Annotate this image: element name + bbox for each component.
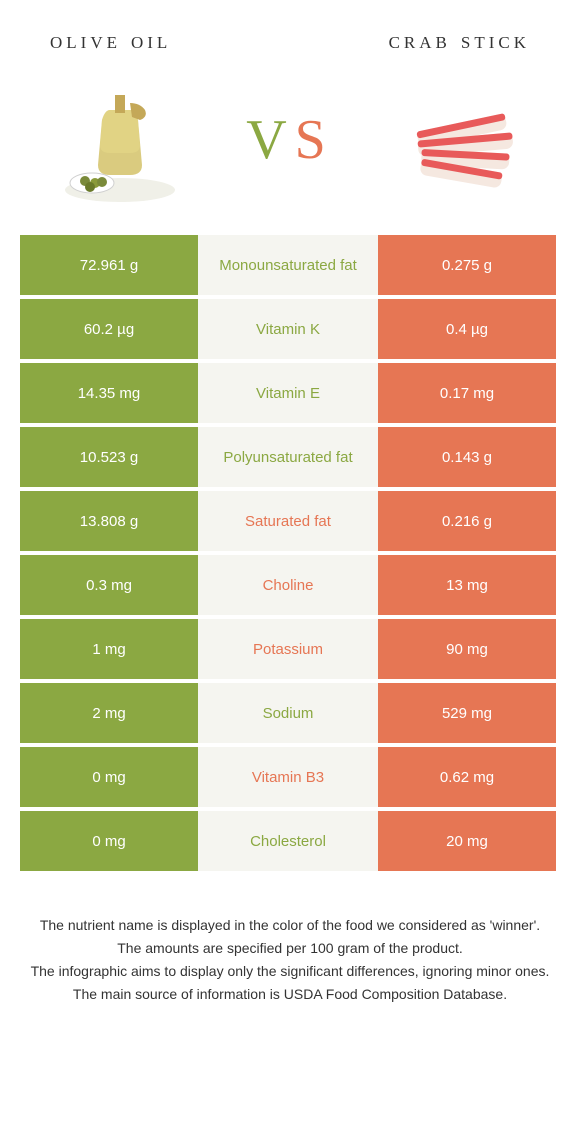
footer-line: The nutrient name is displayed in the co…: [30, 915, 550, 936]
left-value-cell: 60.2 µg: [20, 299, 198, 359]
nutrient-label-cell: Monounsaturated fat: [198, 235, 378, 295]
right-value-cell: 0.62 mg: [378, 747, 556, 807]
left-value-cell: 0 mg: [20, 747, 198, 807]
right-value-cell: 13 mg: [378, 555, 556, 615]
right-food-title: crab stick: [389, 28, 530, 55]
vs-label: VS: [246, 108, 334, 172]
left-value-cell: 1 mg: [20, 619, 198, 679]
right-value-cell: 90 mg: [378, 619, 556, 679]
footer-line: The amounts are specified per 100 gram o…: [30, 938, 550, 959]
vs-v: V: [246, 109, 294, 171]
nutrient-label-cell: Potassium: [198, 619, 378, 679]
table-row: 10.523 gPolyunsaturated fat0.143 g: [20, 427, 560, 487]
left-value-cell: 2 mg: [20, 683, 198, 743]
footer-notes: The nutrient name is displayed in the co…: [0, 875, 580, 1027]
table-row: 13.808 gSaturated fat0.216 g: [20, 491, 560, 551]
nutrient-label-cell: Saturated fat: [198, 491, 378, 551]
footer-line: The main source of information is USDA F…: [30, 984, 550, 1005]
nutrient-label-cell: Sodium: [198, 683, 378, 743]
right-value-cell: 0.143 g: [378, 427, 556, 487]
table-row: 60.2 µgVitamin K0.4 µg: [20, 299, 560, 359]
right-value-cell: 20 mg: [378, 811, 556, 871]
right-value-cell: 0.216 g: [378, 491, 556, 551]
crab-stick-image: [380, 75, 540, 205]
right-value-cell: 529 mg: [378, 683, 556, 743]
table-row: 14.35 mgVitamin E0.17 mg: [20, 363, 560, 423]
right-value-cell: 0.275 g: [378, 235, 556, 295]
nutrient-label-cell: Polyunsaturated fat: [198, 427, 378, 487]
vs-s: S: [295, 109, 334, 171]
left-value-cell: 72.961 g: [20, 235, 198, 295]
olive-oil-image: [40, 75, 200, 205]
header: olive oil crab stick: [0, 0, 580, 65]
table-row: 1 mgPotassium90 mg: [20, 619, 560, 679]
table-row: 0.3 mgCholine13 mg: [20, 555, 560, 615]
table-row: 72.961 gMonounsaturated fat0.275 g: [20, 235, 560, 295]
left-food-title: olive oil: [50, 28, 171, 55]
right-value-cell: 0.4 µg: [378, 299, 556, 359]
right-value-cell: 0.17 mg: [378, 363, 556, 423]
table-row: 0 mgCholesterol20 mg: [20, 811, 560, 871]
left-value-cell: 10.523 g: [20, 427, 198, 487]
nutrient-label-cell: Cholesterol: [198, 811, 378, 871]
left-value-cell: 0.3 mg: [20, 555, 198, 615]
comparison-table: 72.961 gMonounsaturated fat0.275 g60.2 µ…: [20, 235, 560, 871]
images-row: VS: [0, 65, 580, 235]
nutrient-label-cell: Vitamin E: [198, 363, 378, 423]
footer-line: The infographic aims to display only the…: [30, 961, 550, 982]
left-value-cell: 14.35 mg: [20, 363, 198, 423]
table-row: 2 mgSodium529 mg: [20, 683, 560, 743]
table-row: 0 mgVitamin B30.62 mg: [20, 747, 560, 807]
nutrient-label-cell: Choline: [198, 555, 378, 615]
nutrient-label-cell: Vitamin B3: [198, 747, 378, 807]
nutrient-label-cell: Vitamin K: [198, 299, 378, 359]
left-value-cell: 13.808 g: [20, 491, 198, 551]
left-value-cell: 0 mg: [20, 811, 198, 871]
